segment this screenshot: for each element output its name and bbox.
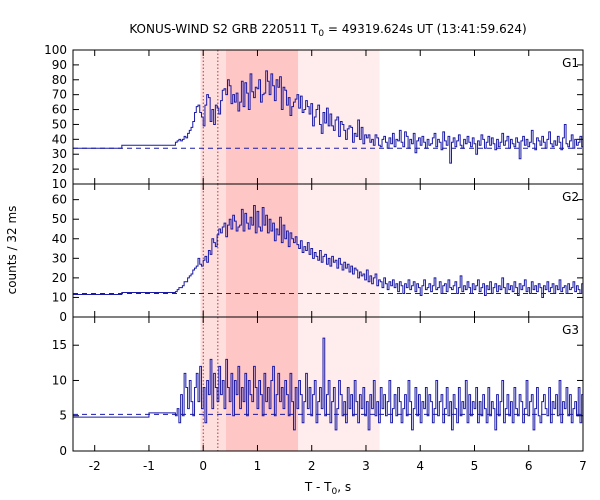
x-tick-label: 1 <box>254 459 262 473</box>
y-tick-label: 50 <box>52 117 67 131</box>
y-tick-label: 20 <box>52 271 67 285</box>
y-tick-label: 50 <box>52 212 67 226</box>
y-tick-label: 30 <box>52 147 67 161</box>
y-tick-label: 80 <box>52 73 67 87</box>
chart-title: KONUS-WIND S2 GRB 220511 T0 = 49319.624s… <box>129 22 526 39</box>
y-tick-label: 90 <box>52 58 67 72</box>
panel-label: G1 <box>562 56 579 70</box>
y-tick-label: 10 <box>52 177 67 191</box>
y-tick-label: 40 <box>52 232 67 246</box>
count-rate-curve <box>73 337 583 431</box>
shaded-peak-region <box>226 50 299 184</box>
x-tick-label: -2 <box>89 459 101 473</box>
x-tick-label: -1 <box>143 459 155 473</box>
x-axis-label: T - T0, s <box>304 480 351 497</box>
x-tick-label: 3 <box>362 459 370 473</box>
x-tick-label: 6 <box>525 459 533 473</box>
y-tick-label: 5 <box>59 409 67 423</box>
count-rate-curve <box>73 70 583 164</box>
y-axis-label: counts / 32 ms <box>5 206 19 295</box>
x-tick-label: 4 <box>416 459 424 473</box>
x-tick-label: 2 <box>308 459 316 473</box>
y-tick-label: 70 <box>52 88 67 102</box>
y-tick-label: 10 <box>52 373 67 387</box>
panel-label: G3 <box>562 323 579 337</box>
panel-label: G2 <box>562 190 579 204</box>
y-tick-label: 0 <box>59 310 67 324</box>
panel-g2: 0 10 20 30 40 50 60 G2 <box>52 183 584 324</box>
x-tick-label: 5 <box>471 459 479 473</box>
shaded-peak-region <box>226 184 299 317</box>
panel-g3: 0 5 10 15 G3 <box>52 316 584 458</box>
shaded-peak-region <box>226 317 299 451</box>
y-tick-label: 0 <box>59 444 67 458</box>
y-tick-label: 20 <box>52 162 67 176</box>
y-tick-label: 60 <box>52 103 67 117</box>
y-tick-label: 60 <box>52 193 67 207</box>
y-tick-label: 10 <box>52 290 67 304</box>
y-tick-label: 30 <box>52 251 67 265</box>
y-tick-label: 15 <box>52 338 67 352</box>
y-tick-label: 100 <box>44 43 67 57</box>
shaded-tail-region <box>298 184 380 317</box>
y-tick-label: 40 <box>52 132 67 146</box>
panel-frame <box>72 316 584 452</box>
count-rate-curve <box>73 205 583 298</box>
x-tick-label: 7 <box>579 459 587 473</box>
x-tick-label: 0 <box>199 459 207 473</box>
